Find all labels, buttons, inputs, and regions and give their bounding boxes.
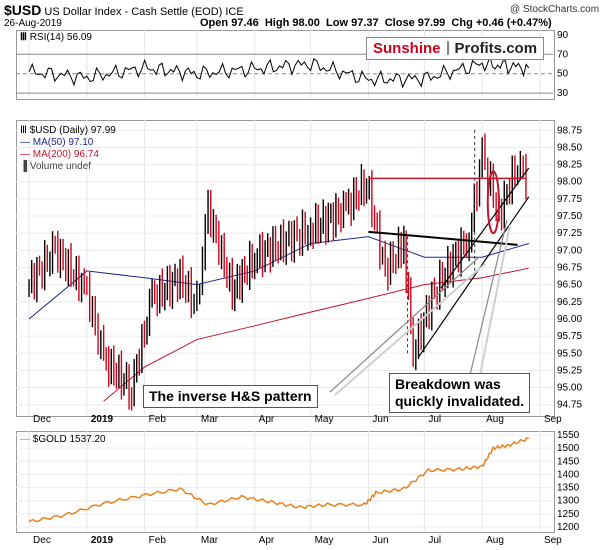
open-label: Open <box>200 17 229 29</box>
price-tick-label: 95.50 <box>557 348 582 359</box>
x-tick-label: Jun <box>372 535 388 546</box>
rsi-line <box>28 54 530 89</box>
support-line-line <box>418 196 530 358</box>
price-tick-label: 97.50 <box>557 211 582 222</box>
high-label: High <box>264 17 290 29</box>
exchange-label: ICE <box>225 6 244 18</box>
open-value: 97.46 <box>231 17 259 29</box>
x-tick-label: 2019 <box>91 414 114 425</box>
chg-label: Chg <box>451 17 473 29</box>
hs-callout-pointer-shadow <box>334 263 486 396</box>
close-value: 97.99 <box>417 17 446 29</box>
gold-tick-label: 1450 <box>557 456 580 467</box>
symbol-label: $USD <box>4 2 42 18</box>
x-tick-label: Dec <box>33 535 51 546</box>
price-tick-label: 96.25 <box>557 297 582 308</box>
instrument-name: US Dollar Index - Cash Settle (EOD) <box>44 6 223 18</box>
price-tick-label: 96.50 <box>557 280 582 291</box>
low-label: Low <box>326 17 349 29</box>
rsi-tick-label: 30 <box>557 88 569 99</box>
x-tick-label: May <box>315 414 334 425</box>
breakdown-callout-pointer <box>469 219 508 376</box>
hs-callout-pointer <box>329 257 479 393</box>
high-value: 98.00 <box>292 17 320 29</box>
trend-line-line <box>440 167 530 289</box>
legend-ma50: — MA(50) 97.10 <box>20 137 94 148</box>
gold-tick-label: 1200 <box>557 522 580 533</box>
x-tick-label: Apr <box>259 535 275 546</box>
chart-date: 26-Aug-2019 <box>4 18 62 29</box>
gold-tick-label: 1500 <box>557 443 580 454</box>
x-tick-label: Dec <box>33 414 51 425</box>
price-tick-label: 97.00 <box>557 245 582 256</box>
x-tick-label: May <box>315 535 334 546</box>
gold-label: — $GOLD 1537.20 <box>20 434 106 445</box>
breakdown-callout-pointer-shadow <box>479 224 511 376</box>
watermark: @ StockCharts.com <box>510 4 600 15</box>
x-tick-label: Jun <box>372 414 388 425</box>
sunshine-profits-logo: Sunshine Profits.com <box>366 37 545 60</box>
brand-part2: Profits.com <box>454 40 538 57</box>
x-tick-label: Mar <box>201 535 219 546</box>
rsi-label-text: RSI(14) 56.09 <box>29 32 92 43</box>
rsi-tick-label: 70 <box>557 49 569 60</box>
price-tick-label: 95.75 <box>557 331 582 342</box>
bar-chart-icon: Ⅲ <box>20 125 27 136</box>
price-tick-label: 95.00 <box>557 383 582 394</box>
neckline-line <box>368 230 518 246</box>
price-tick-label: 98.50 <box>557 142 582 153</box>
chg-value: +0.46 (+0.47%) <box>475 17 552 29</box>
ohlc-readout: Open 97.46 High 98.00 Low 97.37 Close 97… <box>200 17 552 29</box>
price-tick-label: 96.75 <box>557 263 582 274</box>
x-tick-label: Feb <box>149 535 167 546</box>
gold-line <box>28 437 529 523</box>
gold-tick-label: 1350 <box>557 483 580 494</box>
x-tick-label: Feb <box>149 414 167 425</box>
x-tick-label: Sep <box>544 414 562 425</box>
highlight-ellipse <box>486 170 500 235</box>
x-tick-label: Jul <box>428 535 441 546</box>
low-value: 97.37 <box>351 17 379 29</box>
gold-label-text: $GOLD 1537.20 <box>32 434 106 445</box>
price-tick-label: 97.75 <box>557 194 582 205</box>
gold-tick-label: 1400 <box>557 469 580 480</box>
rsi-tick-label: 90 <box>557 30 569 41</box>
price-tick-label: 98.25 <box>557 160 582 171</box>
chart-header: $USD US Dollar Index - Cash Settle (EOD)… <box>4 2 244 18</box>
x-tick-label: Apr <box>259 414 275 425</box>
brand-part1: Sunshine <box>373 40 441 57</box>
ma200-line <box>103 267 529 402</box>
hs-pattern-callout: The inverse H&S pattern <box>143 385 318 408</box>
gold-tick-label: 1550 <box>557 430 580 441</box>
breakdown-line1: Breakdown was <box>395 376 501 392</box>
price-tick-label: 96.00 <box>557 314 582 325</box>
price-tick-label: 95.25 <box>557 365 582 376</box>
x-tick-label: Aug <box>486 414 504 425</box>
x-tick-label: 2019 <box>91 535 114 546</box>
line-icon: — <box>20 434 30 445</box>
legend-usd: Ⅲ $USD (Daily) 97.99 <box>20 125 116 136</box>
gold-tick-label: 1300 <box>557 496 580 507</box>
gold-tick-label: 1250 <box>557 509 580 520</box>
brand-divider <box>446 41 449 55</box>
legend-volume: ▐ Volume undef <box>20 161 92 172</box>
breakdown-callout: Breakdown was quickly invalidated. <box>389 373 531 413</box>
price-legend: Ⅲ $USD (Daily) 97.99 — MA(50) 97.10 — MA… <box>20 125 116 173</box>
rsi-bar-icon: Ⅲ <box>20 32 27 43</box>
legend-ma200: — MA(200) 96.74 <box>20 149 99 160</box>
x-tick-label: Aug <box>486 535 504 546</box>
x-tick-label: Sep <box>544 535 562 546</box>
price-tick-label: 98.75 <box>557 125 582 136</box>
rsi-label: Ⅲ RSI(14) 56.09 <box>20 32 92 43</box>
price-tick-label: 97.25 <box>557 228 582 239</box>
price-tick-label: 98.00 <box>557 177 582 188</box>
breakdown-line2: quickly invalidated. <box>395 393 525 409</box>
x-tick-label: Mar <box>201 414 219 425</box>
close-label: Close <box>384 17 415 29</box>
x-tick-label: Jul <box>428 414 441 425</box>
price-tick-label: 94.75 <box>557 400 582 411</box>
rsi-tick-label: 50 <box>557 69 569 80</box>
